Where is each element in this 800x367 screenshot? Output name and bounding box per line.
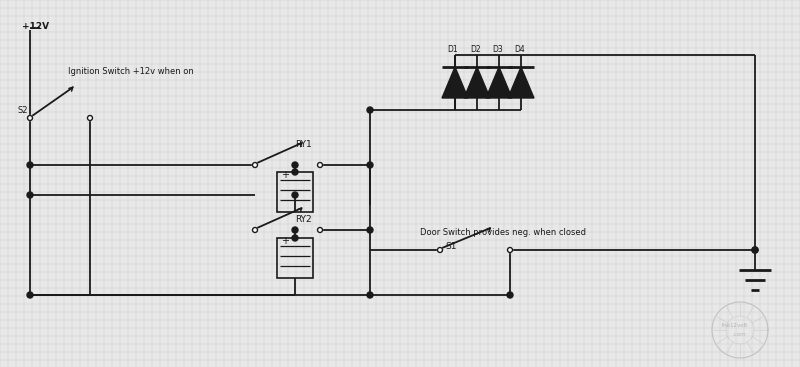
Circle shape — [367, 292, 373, 298]
Text: Ignition Switch +12v when on: Ignition Switch +12v when on — [68, 67, 194, 76]
Text: the12volt: the12volt — [722, 323, 748, 328]
Text: Door Switch provides neg. when closed: Door Switch provides neg. when closed — [420, 228, 586, 237]
Text: +: + — [281, 236, 289, 246]
Polygon shape — [464, 67, 490, 98]
Circle shape — [752, 247, 758, 253]
Polygon shape — [442, 67, 468, 98]
Circle shape — [752, 247, 758, 253]
Circle shape — [87, 116, 93, 120]
Circle shape — [367, 227, 373, 233]
Circle shape — [253, 163, 258, 167]
Circle shape — [292, 169, 298, 175]
Circle shape — [27, 292, 33, 298]
Polygon shape — [486, 67, 512, 98]
Circle shape — [367, 162, 373, 168]
Polygon shape — [508, 67, 534, 98]
Circle shape — [292, 192, 298, 198]
Circle shape — [438, 247, 442, 252]
Circle shape — [27, 116, 33, 120]
Text: .com: .com — [732, 332, 746, 337]
Text: D2: D2 — [470, 45, 481, 54]
Circle shape — [318, 163, 322, 167]
Circle shape — [292, 162, 298, 168]
Text: +: + — [281, 170, 289, 180]
Circle shape — [318, 228, 322, 233]
Bar — [277, 238, 313, 278]
Text: D1: D1 — [447, 45, 458, 54]
Bar — [277, 172, 313, 212]
Text: S1: S1 — [445, 242, 457, 251]
Circle shape — [507, 247, 513, 252]
Circle shape — [27, 192, 33, 198]
Circle shape — [507, 292, 513, 298]
Text: D4: D4 — [514, 45, 525, 54]
Text: +12V: +12V — [22, 22, 49, 31]
Text: D3: D3 — [492, 45, 502, 54]
Circle shape — [367, 107, 373, 113]
Circle shape — [27, 162, 33, 168]
Text: RY1: RY1 — [295, 140, 312, 149]
Circle shape — [292, 227, 298, 233]
Text: RY2: RY2 — [295, 215, 312, 224]
Circle shape — [253, 228, 258, 233]
Circle shape — [292, 235, 298, 241]
Text: S2: S2 — [18, 106, 29, 115]
